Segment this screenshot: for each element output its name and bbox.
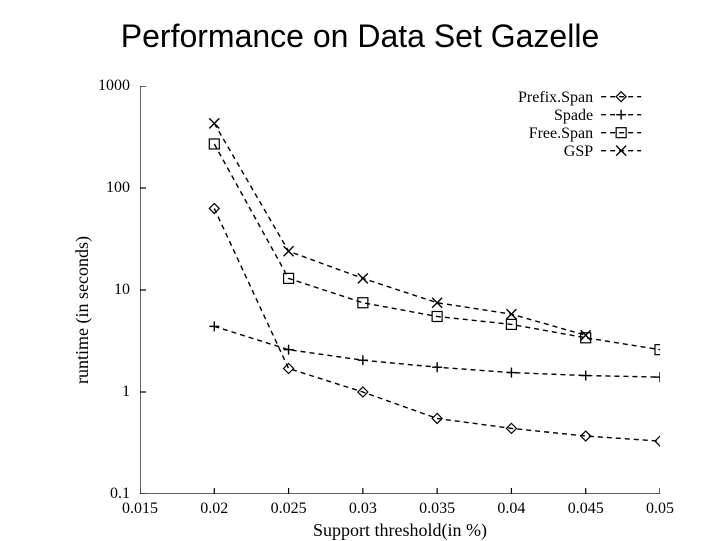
- chart-title: Performance on Data Set Gazelle: [0, 18, 720, 55]
- legend-label: GSP: [564, 143, 593, 160]
- y-tick-label: 1000: [98, 77, 130, 95]
- x-tick-label: 0.045: [568, 500, 604, 518]
- x-tick-label: 0.035: [419, 500, 455, 518]
- x-tick-label: 0.05: [646, 500, 674, 518]
- x-tick-label: 0.02: [200, 500, 228, 518]
- legend-label: Prefix.Span: [518, 89, 593, 106]
- series-gsp: [209, 118, 590, 340]
- x-tick-label: 0.015: [122, 500, 158, 518]
- chart-plot: Prefix.SpanSpadeFree.SpanGSP: [140, 86, 660, 494]
- x-tick-label: 0.03: [349, 500, 377, 518]
- legend-label: Spade: [554, 107, 593, 124]
- series-prefix-span: [209, 203, 660, 446]
- legend: Prefix.SpanSpadeFree.SpanGSP: [518, 89, 641, 160]
- legend-label: Free.Span: [529, 125, 593, 142]
- x-axis-label: Support threshold(in %): [313, 520, 487, 541]
- slide: Performance on Data Set Gazelle 0.111010…: [0, 0, 720, 540]
- y-tick-label: 1: [122, 383, 130, 401]
- y-axis-label: runtime (in seconds): [72, 236, 93, 384]
- series-free-span: [209, 139, 660, 355]
- y-tick-label: 10: [114, 281, 130, 299]
- x-tick-label: 0.04: [497, 500, 525, 518]
- y-tick-label: 100: [106, 179, 130, 197]
- series-spade: [209, 321, 660, 382]
- x-tick-label: 0.025: [271, 500, 307, 518]
